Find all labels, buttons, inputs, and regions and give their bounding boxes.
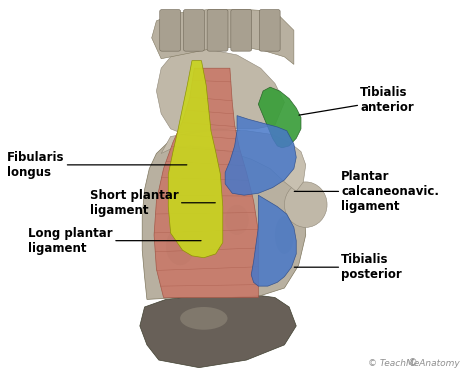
Text: Tibialis
anterior: Tibialis anterior [299, 86, 414, 115]
Polygon shape [225, 116, 296, 195]
FancyBboxPatch shape [183, 9, 204, 51]
Text: ©: © [407, 358, 417, 368]
Polygon shape [258, 87, 301, 148]
FancyBboxPatch shape [207, 9, 228, 51]
Polygon shape [154, 68, 258, 298]
Polygon shape [152, 9, 294, 64]
Text: Fibularis
longus: Fibularis longus [7, 151, 187, 179]
Polygon shape [251, 195, 296, 286]
Polygon shape [140, 294, 296, 368]
FancyBboxPatch shape [231, 9, 252, 51]
Ellipse shape [275, 216, 294, 254]
Ellipse shape [225, 205, 249, 235]
Ellipse shape [166, 227, 194, 265]
FancyBboxPatch shape [259, 9, 280, 51]
Text: Tibialis
posterior: Tibialis posterior [294, 253, 402, 281]
FancyBboxPatch shape [160, 9, 181, 51]
Ellipse shape [284, 182, 327, 227]
Text: Plantar
calcaneonavic.
ligament: Plantar calcaneonavic. ligament [294, 170, 439, 213]
Text: Short plantar
ligament: Short plantar ligament [90, 189, 215, 217]
Polygon shape [161, 131, 306, 191]
Polygon shape [168, 61, 223, 258]
Polygon shape [142, 129, 306, 299]
Text: © TeachMeAnatomy: © TeachMeAnatomy [368, 359, 460, 368]
Text: Long plantar
ligament: Long plantar ligament [28, 227, 201, 255]
Ellipse shape [180, 307, 228, 330]
Polygon shape [156, 49, 284, 133]
